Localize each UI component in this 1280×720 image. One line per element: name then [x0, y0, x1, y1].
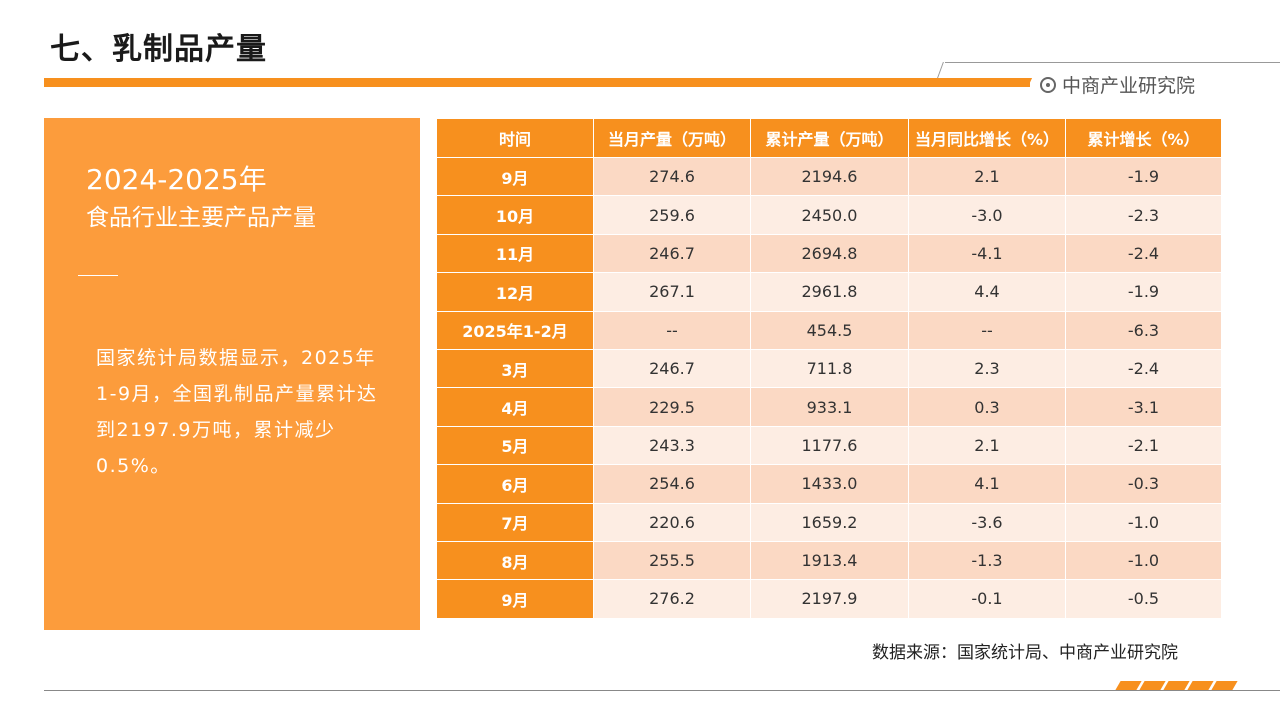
cell-cumulative-growth: -1.0 — [1065, 502, 1222, 542]
brand-logo: 中商产业研究院 — [1040, 71, 1195, 98]
cell-monthly-output: 229.5 — [593, 387, 751, 427]
header-grey-rule — [945, 62, 1280, 63]
cell-monthly-yoy: 4.4 — [908, 272, 1066, 312]
cell-month: 5月 — [436, 425, 594, 466]
cell-cumulative-output: 2694.8 — [750, 233, 909, 274]
header-cumulative-output: 累计产量（万吨） — [750, 118, 909, 158]
brand-name: 中商产业研究院 — [1062, 75, 1196, 97]
cell-cumulative-growth: -1.0 — [1065, 540, 1222, 581]
panel-years: 2024-2025年 — [86, 163, 267, 196]
brand-circle-icon — [1040, 76, 1056, 93]
cell-monthly-output: 255.5 — [593, 540, 751, 581]
cell-monthly-yoy: 2.3 — [908, 348, 1066, 389]
table-row: 3月 246.7 711.8 2.3 -2.4 — [436, 348, 1222, 389]
cell-cumulative-growth: -1.9 — [1065, 272, 1222, 312]
cell-cumulative-growth: -6.3 — [1065, 310, 1222, 350]
cell-cumulative-output: 2450.0 — [750, 195, 909, 235]
cell-monthly-output: 220.6 — [593, 502, 751, 542]
table-row: 10月 259.6 2450.0 -3.0 -2.3 — [436, 195, 1222, 235]
cell-monthly-yoy: -1.3 — [908, 540, 1066, 581]
cell-monthly-output: 274.6 — [593, 156, 751, 197]
cell-monthly-yoy: 0.3 — [908, 387, 1066, 427]
cell-month: 9月 — [436, 156, 594, 197]
table-header-row: 时间 当月产量（万吨） 累计产量（万吨） 当月同比增长（%） 累计增长（%） — [436, 118, 1222, 158]
panel-subtitle: 食品行业主要产品产量 — [86, 205, 316, 231]
cell-monthly-yoy: 2.1 — [908, 425, 1066, 466]
cell-monthly-output: 246.7 — [593, 348, 751, 389]
cell-cumulative-output: 1659.2 — [750, 502, 909, 542]
cell-monthly-output: 267.1 — [593, 272, 751, 312]
cell-month: 3月 — [436, 348, 594, 389]
table-row: 8月 255.5 1913.4 -1.3 -1.0 — [436, 540, 1222, 581]
cell-month: 9月 — [436, 579, 594, 619]
cell-monthly-yoy: 2.1 — [908, 156, 1066, 197]
cell-month: 8月 — [436, 540, 594, 581]
table-row: 7月 220.6 1659.2 -3.6 -1.0 — [436, 502, 1222, 542]
page-title: 七、乳制品产量 — [50, 32, 267, 67]
header-monthly-output: 当月产量（万吨） — [593, 118, 751, 158]
cell-month: 7月 — [436, 502, 594, 542]
table-row: 11月 246.7 2694.8 -4.1 -2.4 — [436, 233, 1222, 274]
cell-monthly-yoy: -4.1 — [908, 233, 1066, 274]
cell-month: 2025年1-2月 — [436, 310, 594, 350]
table-row: 5月 243.3 1177.6 2.1 -2.1 — [436, 425, 1222, 466]
cell-monthly-yoy: -- — [908, 310, 1066, 350]
cell-cumulative-growth: -0.5 — [1065, 579, 1222, 619]
footer-rule — [44, 690, 1280, 691]
cell-cumulative-output: 2961.8 — [750, 272, 909, 312]
cell-cumulative-growth: -3.1 — [1065, 387, 1222, 427]
cell-cumulative-output: 1913.4 — [750, 540, 909, 581]
header-orange-rule — [44, 78, 1030, 87]
cell-cumulative-output: 2194.6 — [750, 156, 909, 197]
header-time: 时间 — [436, 118, 594, 158]
cell-monthly-output: -- — [593, 310, 751, 350]
cell-cumulative-output: 1177.6 — [750, 425, 909, 466]
cell-month: 12月 — [436, 272, 594, 312]
cell-cumulative-output: 711.8 — [750, 348, 909, 389]
cell-cumulative-output: 2197.9 — [750, 579, 909, 619]
cell-cumulative-growth: -2.1 — [1065, 425, 1222, 466]
cell-monthly-yoy: 4.1 — [908, 464, 1066, 504]
cell-cumulative-growth: -2.4 — [1065, 348, 1222, 389]
table-row: 4月 229.5 933.1 0.3 -3.1 — [436, 387, 1222, 427]
table-row: 9月 274.6 2194.6 2.1 -1.9 — [436, 156, 1222, 197]
data-source: 数据来源：国家统计局、中商产业研究院 — [872, 643, 1178, 663]
cell-monthly-output: 246.7 — [593, 233, 751, 274]
cell-monthly-output: 259.6 — [593, 195, 751, 235]
table-row: 12月 267.1 2961.8 4.4 -1.9 — [436, 272, 1222, 312]
cell-cumulative-growth: -2.3 — [1065, 195, 1222, 235]
header-grey-slant — [937, 62, 944, 78]
cell-monthly-output: 254.6 — [593, 464, 751, 504]
header-monthly-yoy: 当月同比增长（%） — [908, 118, 1066, 158]
cell-month: 10月 — [436, 195, 594, 235]
header-cumulative-growth: 累计增长（%） — [1065, 118, 1222, 158]
panel-divider — [78, 275, 118, 276]
cell-cumulative-growth: -2.4 — [1065, 233, 1222, 274]
cell-month: 6月 — [436, 464, 594, 504]
cell-monthly-output: 243.3 — [593, 425, 751, 466]
production-table: 时间 当月产量（万吨） 累计产量（万吨） 当月同比增长（%） 累计增长（%） 9… — [436, 118, 1222, 619]
panel-body-text: 国家统计局数据显示，2025年1-9月，全国乳制品产量累计达到2197.9万吨，… — [96, 347, 378, 477]
footer-stripes — [1115, 681, 1238, 690]
table-row: 6月 254.6 1433.0 4.1 -0.3 — [436, 464, 1222, 504]
cell-cumulative-output: 1433.0 — [750, 464, 909, 504]
cell-monthly-yoy: -0.1 — [908, 579, 1066, 619]
cell-monthly-yoy: -3.6 — [908, 502, 1066, 542]
table-row: 2025年1-2月 -- 454.5 -- -6.3 — [436, 310, 1222, 350]
cell-monthly-output: 276.2 — [593, 579, 751, 619]
cell-month: 11月 — [436, 233, 594, 274]
cell-cumulative-growth: -1.9 — [1065, 156, 1222, 197]
table-row: 9月 276.2 2197.9 -0.1 -0.5 — [436, 579, 1222, 619]
cell-month: 4月 — [436, 387, 594, 427]
cell-monthly-yoy: -3.0 — [908, 195, 1066, 235]
cell-cumulative-output: 933.1 — [750, 387, 909, 427]
cell-cumulative-output: 454.5 — [750, 310, 909, 350]
summary-panel: 2024-2025年 食品行业主要产品产量 国家统计局数据显示，2025年1-9… — [44, 118, 420, 630]
cell-cumulative-growth: -0.3 — [1065, 464, 1222, 504]
header-stripes — [1001, 78, 1033, 87]
